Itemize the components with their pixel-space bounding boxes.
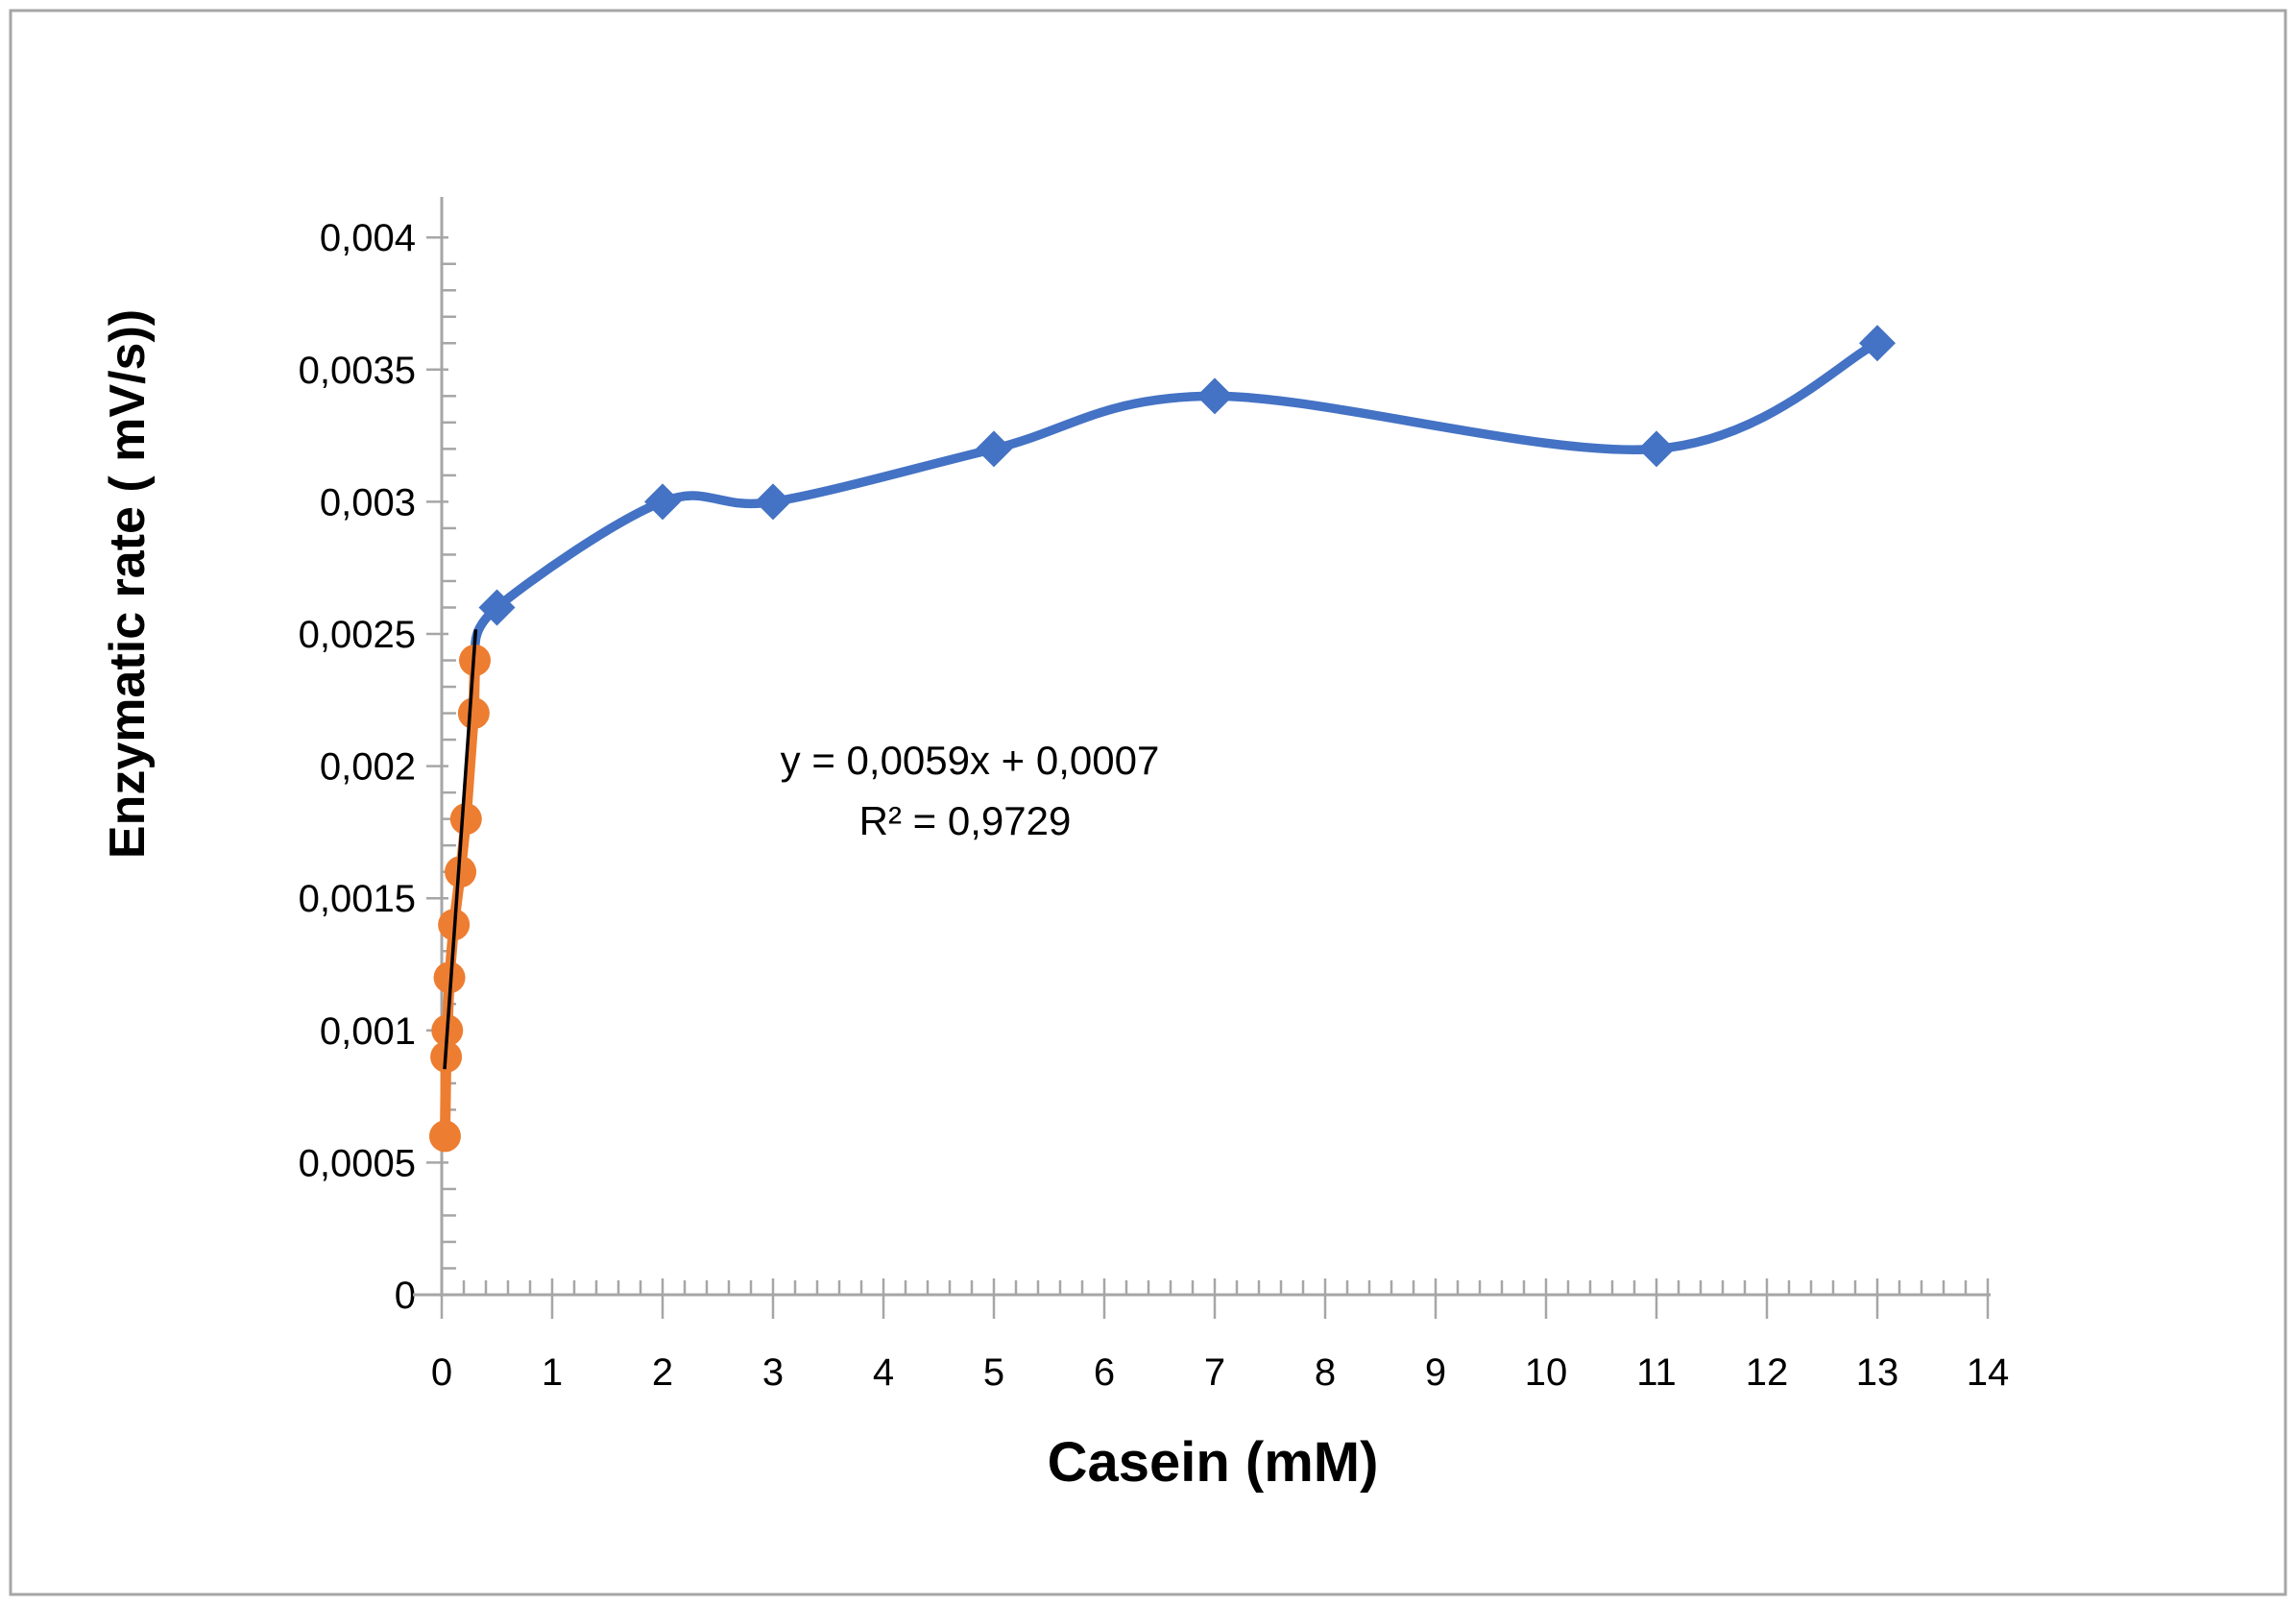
- trendline-equation-label: y = 0,0059x + 0,0007: [781, 738, 1160, 783]
- data-point-diamond: [1638, 430, 1675, 468]
- x-tick-label: 6: [1094, 1351, 1115, 1394]
- trendline: [443, 629, 478, 1070]
- x-tick-label: 0: [431, 1351, 452, 1394]
- data-point-circle: [457, 697, 490, 730]
- data-point-diamond: [755, 483, 791, 521]
- data-point-diamond: [1859, 325, 1896, 362]
- x-tick-label: 12: [1746, 1351, 1789, 1394]
- series-line-saturation-curve: [470, 338, 1882, 666]
- x-tick-label: 13: [1856, 1351, 1899, 1394]
- x-tick-label: 2: [652, 1351, 673, 1394]
- y-tick-label: 0,003: [320, 481, 416, 523]
- chart-outer-border: [9, 9, 2287, 1596]
- data-point-diamond: [644, 483, 681, 521]
- trendline-r2-label: R² = 0,9729: [859, 798, 1072, 843]
- y-tick-label: 0,0035: [299, 350, 416, 392]
- x-tick-label: 7: [1204, 1351, 1225, 1394]
- x-tick-label: 4: [873, 1351, 894, 1394]
- data-point-diamond: [1196, 377, 1233, 415]
- y-tick-label: 0,0015: [299, 878, 416, 920]
- x-tick-label: 11: [1636, 1351, 1677, 1394]
- data-point-circle: [428, 1120, 461, 1153]
- y-tick-label: 0,0025: [299, 614, 416, 656]
- x-tick-label: 1: [542, 1351, 563, 1394]
- data-point-circle: [449, 803, 482, 836]
- x-tick-label: 9: [1425, 1351, 1446, 1394]
- x-tick-label: 8: [1315, 1351, 1336, 1394]
- y-tick-label: 0,0005: [299, 1142, 416, 1184]
- data-point-circle: [445, 856, 477, 888]
- series-saturation-curve: [470, 325, 1896, 666]
- data-point-diamond: [478, 589, 516, 626]
- x-axis: 0 1 2 3 4 5 6 7 8 9 10 11 12 13 14: [413, 1278, 2009, 1394]
- x-axis-title: Casein (mM): [1048, 1431, 1379, 1494]
- y-axis: 0 0,0005 0,001 0,0015 0,002 0,0025 0,003 0,0035…: [299, 197, 456, 1317]
- x-tick-label: 3: [762, 1351, 784, 1394]
- x-tick-label: 10: [1525, 1351, 1568, 1394]
- x-tick-label: 5: [983, 1351, 1004, 1394]
- y-tick-label: 0,002: [320, 746, 416, 789]
- y-tick-label: 0: [395, 1275, 416, 1317]
- y-tick-label: 0,004: [320, 217, 416, 259]
- y-tick-label: 0,001: [320, 1010, 416, 1053]
- x-tick-label: 14: [1967, 1351, 2010, 1394]
- y-axis-title: Enzymatic rate ( mV/s)): [100, 309, 156, 859]
- data-point-diamond: [976, 430, 1012, 468]
